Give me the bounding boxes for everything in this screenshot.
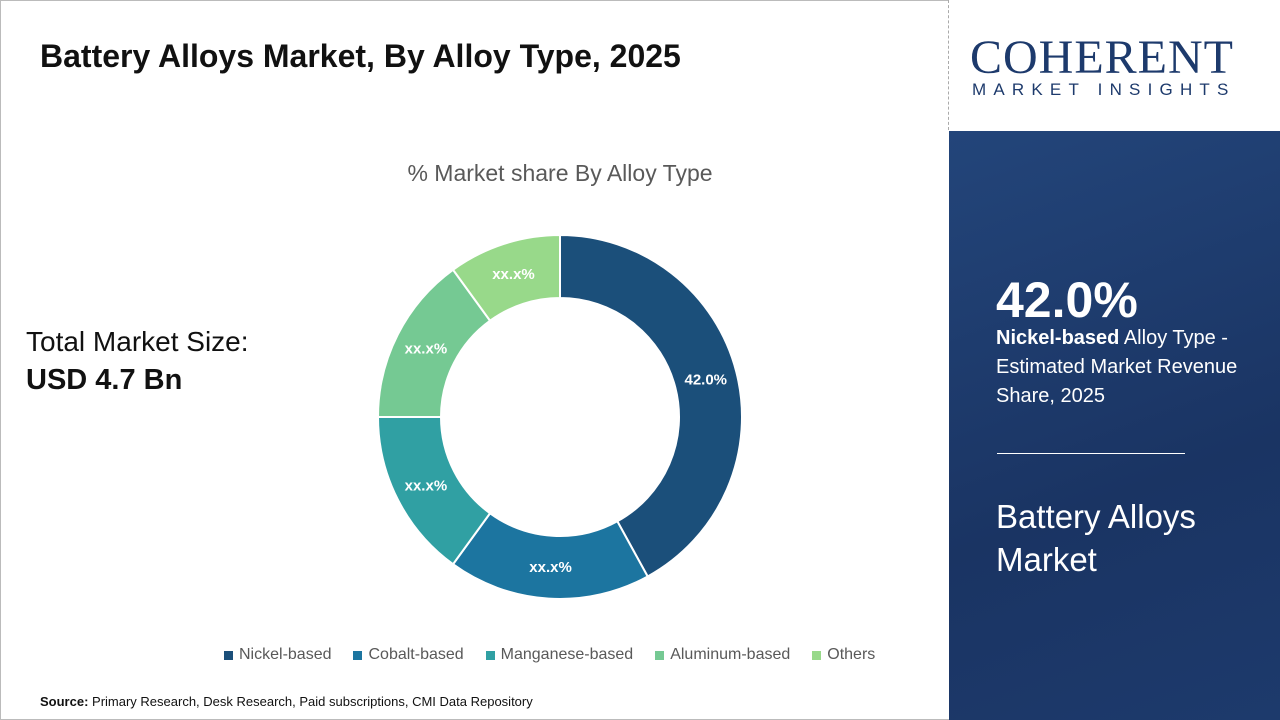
legend-item: Manganese-based bbox=[485, 646, 634, 664]
legend-label: Manganese-based bbox=[500, 646, 634, 663]
data-label: xx.x% bbox=[529, 559, 572, 576]
legend-swatch bbox=[812, 650, 822, 660]
highlight-value: 42.0% bbox=[996, 272, 1138, 328]
legend-swatch bbox=[655, 650, 665, 660]
data-label: 42.0% bbox=[684, 372, 727, 389]
legend-item: Aluminum-based bbox=[655, 646, 790, 664]
highlight-panel: 42.0% Nickel-based Alloy Type - Estimate… bbox=[949, 131, 1280, 720]
page-title: Battery Alloys Market, By Alloy Type, 20… bbox=[40, 38, 681, 74]
legend-swatch bbox=[485, 650, 495, 660]
legend-item: Nickel-based bbox=[224, 646, 331, 664]
legend-label: Nickel-based bbox=[239, 646, 332, 663]
logo-sub-text: MARKET INSIGHTS bbox=[972, 80, 1236, 99]
total-market-value: USD 4.7 Bn bbox=[26, 364, 183, 396]
divider bbox=[948, 0, 949, 130]
source-text: Primary Research, Desk Research, Paid su… bbox=[92, 694, 533, 709]
logo: COHERENT MARKET INSIGHTS bbox=[950, 0, 1280, 130]
legend-label: Cobalt-based bbox=[368, 646, 464, 663]
panel-divider bbox=[997, 453, 1185, 454]
donut-chart: 42.0% xx.x% xx.x% xx.x% xx.x% bbox=[376, 233, 743, 600]
legend-label: Aluminum-based bbox=[670, 646, 791, 663]
legend-swatch bbox=[353, 650, 363, 660]
highlight-segment: Nickel-based bbox=[996, 327, 1120, 349]
highlight-description: Nickel-based Alloy Type - Estimated Mark… bbox=[996, 324, 1266, 411]
logo-main-text: COHERENT bbox=[970, 31, 1234, 84]
legend-item: Cobalt-based bbox=[353, 646, 464, 664]
data-label: xx.x% bbox=[405, 341, 448, 358]
total-market-label: Total Market Size: bbox=[26, 326, 249, 357]
source-label: Source: bbox=[40, 694, 89, 709]
slice-cobalt-based bbox=[451, 511, 650, 600]
data-label: xx.x% bbox=[492, 266, 535, 283]
legend-item: Others bbox=[812, 646, 875, 664]
market-name: Battery Alloys Market bbox=[996, 498, 1196, 578]
slice-others bbox=[451, 233, 561, 323]
legend-label: Others bbox=[827, 646, 876, 663]
slice-nickel-based bbox=[559, 233, 743, 578]
legend-swatch bbox=[224, 650, 233, 660]
source-note: Source: Primary Research, Desk Research,… bbox=[40, 694, 533, 709]
legend: Nickel-based Cobalt-based Manganese-based A… bbox=[224, 646, 875, 664]
chart-title: % Market share By Alloy Type bbox=[407, 160, 713, 186]
highlight-text: Alloy Type - Estimated Market Revenue Sh… bbox=[996, 327, 1238, 407]
data-label: xx.x% bbox=[405, 477, 448, 494]
